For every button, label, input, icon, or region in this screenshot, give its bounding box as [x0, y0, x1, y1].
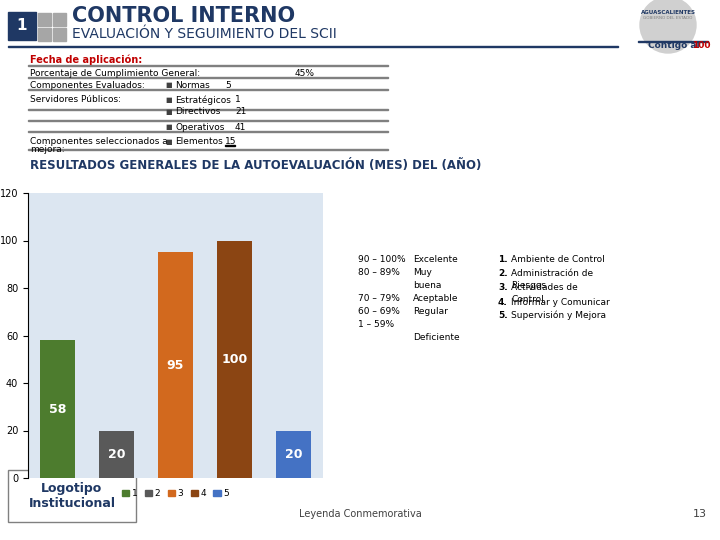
Text: 3.: 3. — [498, 283, 508, 292]
Bar — [225, 145, 235, 146]
Text: 100: 100 — [692, 42, 711, 51]
Bar — [0, 0, 720, 80]
Text: Componentes Evaluados:: Componentes Evaluados: — [30, 80, 145, 90]
Text: AGUASCALIENTES: AGUASCALIENTES — [641, 10, 696, 15]
Bar — [28, 77, 388, 78]
Text: 15: 15 — [225, 138, 236, 146]
Bar — [276, 430, 311, 478]
Text: Regular: Regular — [413, 307, 448, 316]
Text: CONTROL INTERNO: CONTROL INTERNO — [72, 6, 295, 26]
Text: Ambiente de Control: Ambiente de Control — [511, 255, 605, 264]
Text: 90 – 100%: 90 – 100% — [358, 255, 405, 264]
Text: ■: ■ — [165, 97, 171, 103]
Text: Deficiente: Deficiente — [413, 333, 459, 342]
Text: Supervisión y Mejora: Supervisión y Mejora — [511, 311, 606, 321]
Text: ■: ■ — [165, 82, 171, 88]
Bar — [28, 149, 388, 150]
Bar — [217, 240, 252, 478]
Bar — [8, 470, 136, 522]
Text: 95: 95 — [167, 359, 184, 372]
Bar — [28, 131, 388, 132]
Bar — [28, 89, 388, 90]
Text: Excelente: Excelente — [413, 255, 458, 264]
Bar — [638, 41, 708, 42]
Text: Directivos: Directivos — [175, 107, 220, 117]
Text: Informar y Comunicar: Informar y Comunicar — [511, 298, 610, 307]
Text: 100: 100 — [221, 353, 248, 366]
Text: 1 – 59%: 1 – 59% — [358, 320, 394, 329]
Text: buena: buena — [413, 281, 441, 290]
Text: 1: 1 — [17, 18, 27, 33]
Text: 5.: 5. — [498, 311, 508, 320]
Text: 4.: 4. — [498, 298, 508, 307]
Bar — [8, 45, 618, 47]
Text: Estratégicos: Estratégicos — [175, 95, 231, 105]
Text: Administración de: Administración de — [511, 269, 593, 278]
Text: 13: 13 — [693, 509, 707, 519]
Text: EVALUACIÓN Y SEGUIMIENTO DEL SCII: EVALUACIÓN Y SEGUIMIENTO DEL SCII — [72, 27, 337, 41]
Text: 1: 1 — [235, 96, 240, 105]
Circle shape — [640, 0, 696, 53]
Text: 2.: 2. — [498, 269, 508, 278]
Text: ■: ■ — [165, 139, 171, 145]
Text: 1.: 1. — [498, 255, 508, 264]
Text: Contigo al: Contigo al — [648, 42, 700, 51]
Text: Leyenda Conmemorativa: Leyenda Conmemorativa — [299, 509, 421, 519]
Bar — [28, 109, 388, 110]
Text: Actividades de: Actividades de — [511, 283, 577, 292]
Text: Fecha de aplicación:: Fecha de aplicación: — [30, 55, 143, 65]
Text: Servidores Públicos:: Servidores Públicos: — [30, 96, 121, 105]
Text: 5: 5 — [225, 80, 230, 90]
Bar — [40, 340, 75, 478]
Bar — [158, 252, 193, 478]
Bar — [28, 120, 388, 121]
Text: 60 – 69%: 60 – 69% — [358, 307, 400, 316]
Legend: 1, 2, 3, 4, 5: 1, 2, 3, 4, 5 — [118, 486, 233, 502]
Text: 20: 20 — [284, 448, 302, 461]
Text: 21: 21 — [235, 107, 246, 117]
Text: 20: 20 — [108, 448, 125, 461]
Text: Riesgos: Riesgos — [511, 281, 546, 290]
Text: Operativos: Operativos — [175, 123, 225, 132]
Text: ■: ■ — [165, 109, 171, 115]
Text: Normas: Normas — [175, 80, 210, 90]
Bar — [38, 13, 51, 26]
Text: Componentes seleccionados a: Componentes seleccionados a — [30, 138, 168, 146]
Text: ■: ■ — [165, 124, 171, 130]
Bar — [8, 12, 36, 40]
Text: 41: 41 — [235, 123, 246, 132]
Text: 58: 58 — [49, 403, 66, 416]
Text: Elementos: Elementos — [175, 138, 222, 146]
Text: Logotipo
Institucional: Logotipo Institucional — [29, 482, 115, 510]
Text: 70 – 79%: 70 – 79% — [358, 294, 400, 303]
Bar — [53, 13, 66, 26]
Text: GOBIERNO DEL ESTADO: GOBIERNO DEL ESTADO — [643, 16, 693, 20]
Bar — [28, 65, 388, 66]
Text: Porcentaje de Cumplimiento General:: Porcentaje de Cumplimiento General: — [30, 70, 200, 78]
Bar — [38, 28, 51, 41]
Text: Muy: Muy — [413, 268, 432, 277]
Text: 45%: 45% — [295, 70, 315, 78]
Text: 80 – 89%: 80 – 89% — [358, 268, 400, 277]
Text: RESULTADOS GENERALES DE LA AUTOEVALUACIÓN (MES) DEL (AÑO): RESULTADOS GENERALES DE LA AUTOEVALUACIÓ… — [30, 159, 482, 172]
Bar — [99, 430, 134, 478]
Text: Aceptable: Aceptable — [413, 294, 459, 303]
Text: mejora:: mejora: — [30, 145, 65, 154]
Bar — [53, 28, 66, 41]
Text: Control: Control — [511, 295, 544, 304]
